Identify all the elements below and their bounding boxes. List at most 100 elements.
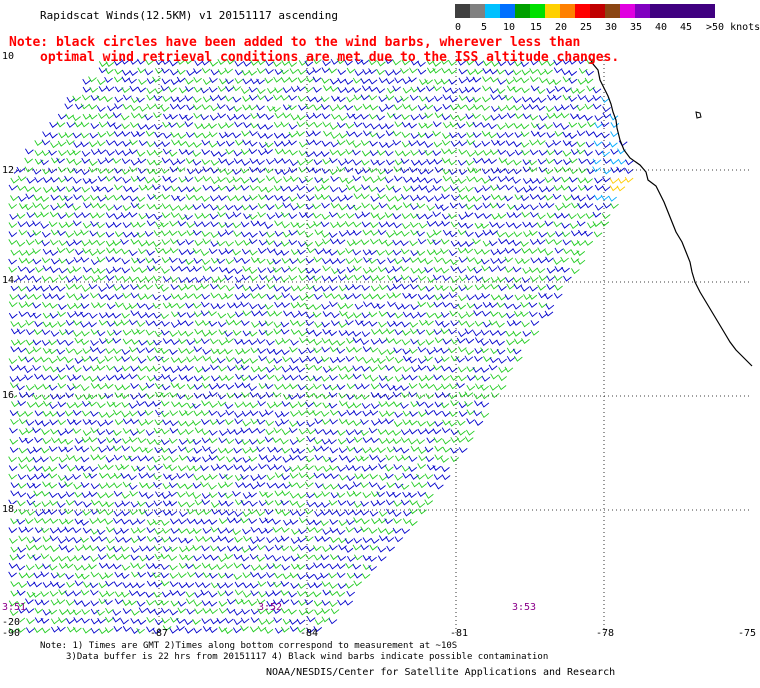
wind-barb bbox=[346, 266, 356, 273]
wind-barb bbox=[169, 609, 179, 616]
wind-barb bbox=[360, 419, 369, 426]
wind-barb bbox=[88, 419, 97, 426]
wind-barb bbox=[83, 266, 92, 273]
wind-barb bbox=[433, 105, 443, 112]
wind-barb bbox=[440, 328, 450, 335]
wind-barb bbox=[498, 238, 507, 245]
wind-barb bbox=[234, 283, 244, 290]
wind-barb bbox=[176, 166, 186, 173]
wind-barb bbox=[458, 391, 468, 398]
wind-barb bbox=[120, 373, 130, 380]
wind-barb bbox=[121, 349, 131, 356]
wind-barb bbox=[178, 176, 188, 183]
wind-barb bbox=[283, 310, 292, 317]
wind-barb bbox=[90, 186, 100, 193]
wind-barb bbox=[329, 418, 339, 425]
wind-barb bbox=[520, 131, 530, 138]
wind-barb bbox=[280, 499, 290, 506]
wind-barb bbox=[41, 420, 50, 427]
wind-barb bbox=[442, 275, 451, 282]
wind-barb bbox=[98, 501, 108, 508]
wind-barb bbox=[234, 589, 244, 596]
wind-barb bbox=[145, 329, 155, 336]
wind-barb bbox=[250, 347, 260, 354]
wind-barb bbox=[250, 617, 260, 624]
wind-barb bbox=[401, 141, 411, 148]
wind-barb bbox=[600, 220, 610, 227]
wind-barb bbox=[18, 582, 28, 589]
wind-barb bbox=[106, 445, 116, 452]
wind-barb bbox=[394, 411, 403, 418]
wind-barb bbox=[280, 240, 290, 247]
wind-barb bbox=[313, 393, 323, 399]
wind-barb bbox=[400, 484, 410, 490]
wind-barb bbox=[66, 149, 76, 156]
wind-barb bbox=[440, 347, 450, 354]
wind-barb bbox=[193, 447, 203, 454]
legend-swatch bbox=[485, 4, 500, 18]
wind-barb bbox=[321, 77, 330, 84]
wind-barb bbox=[328, 250, 338, 256]
wind-barb bbox=[458, 346, 467, 353]
wind-barb bbox=[384, 375, 394, 382]
wind-barb bbox=[224, 131, 234, 138]
wind-barb bbox=[568, 58, 578, 65]
wind-barb bbox=[272, 563, 282, 569]
wind-barb bbox=[136, 400, 145, 407]
wind-barb bbox=[321, 501, 330, 508]
wind-barb bbox=[552, 176, 561, 183]
wind-barb bbox=[353, 346, 362, 353]
wind-barb bbox=[233, 205, 243, 211]
wind-barb bbox=[457, 331, 467, 338]
wind-barb bbox=[609, 114, 619, 121]
wind-barb bbox=[193, 77, 202, 83]
wind-barb bbox=[42, 365, 52, 372]
wind-barb bbox=[401, 283, 410, 290]
wind-barb bbox=[491, 60, 500, 67]
wind-barb bbox=[234, 60, 244, 67]
wind-barb bbox=[282, 466, 292, 473]
wind-barb bbox=[329, 374, 338, 381]
wind-barb bbox=[521, 321, 530, 328]
wind-barb bbox=[96, 95, 106, 102]
wind-barb bbox=[98, 319, 108, 326]
wind-barb bbox=[386, 508, 395, 515]
wind-barb bbox=[112, 285, 122, 292]
wind-barb bbox=[344, 221, 354, 227]
wind-barb bbox=[378, 349, 387, 356]
wind-barb bbox=[25, 319, 34, 326]
wind-barb bbox=[584, 185, 593, 191]
wind-barb bbox=[410, 86, 420, 93]
wind-barb bbox=[114, 355, 123, 362]
wind-barb bbox=[34, 150, 44, 157]
wind-barb bbox=[153, 609, 163, 616]
wind-barb bbox=[353, 94, 363, 101]
wind-barb bbox=[506, 312, 515, 319]
wind-barb bbox=[24, 356, 34, 363]
wind-barb bbox=[88, 472, 98, 479]
wind-barb bbox=[34, 176, 43, 183]
wind-barb bbox=[584, 77, 594, 84]
wind-barb bbox=[209, 60, 219, 67]
wind-barb bbox=[130, 365, 139, 372]
wind-barb bbox=[361, 211, 371, 218]
wind-barb bbox=[65, 113, 75, 120]
wind-barb bbox=[193, 68, 202, 75]
wind-barb bbox=[593, 140, 603, 147]
wind-barb bbox=[265, 591, 274, 598]
wind-barb bbox=[497, 78, 507, 85]
wind-barb bbox=[202, 393, 212, 400]
wind-barb bbox=[120, 545, 130, 552]
wind-barb bbox=[218, 222, 228, 228]
wind-barb bbox=[122, 418, 132, 425]
wind-barb bbox=[48, 149, 57, 156]
wind-barb bbox=[136, 582, 145, 589]
wind-barb bbox=[90, 483, 100, 490]
wind-barb bbox=[448, 68, 458, 75]
wind-barb bbox=[490, 258, 499, 264]
wind-barb bbox=[145, 563, 155, 570]
wind-barb bbox=[553, 59, 562, 66]
wind-barb bbox=[371, 420, 380, 426]
wind-barb bbox=[553, 258, 562, 265]
wind-barb bbox=[208, 409, 218, 416]
